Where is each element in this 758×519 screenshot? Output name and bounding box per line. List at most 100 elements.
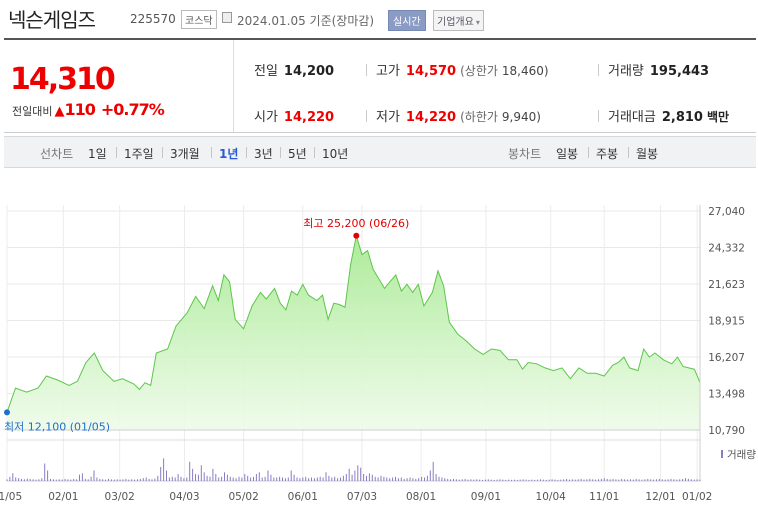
- volume-bar: [340, 477, 341, 481]
- x-tick-label: 08/01: [406, 491, 436, 503]
- volume-bar: [125, 478, 127, 481]
- x-tick-label: 05/02: [229, 491, 259, 503]
- lower-limit-label: (하한가: [460, 110, 498, 124]
- volume-bar: [93, 470, 95, 481]
- volume-bar: [647, 478, 649, 481]
- volume-bar: [99, 478, 101, 481]
- volume-bar: [47, 470, 49, 481]
- volume-bar: [545, 479, 547, 481]
- volume-bar: [334, 476, 336, 481]
- upper-limit-value: 18,460): [501, 64, 549, 78]
- volume-bar: [679, 479, 681, 482]
- volume-bar: [264, 476, 266, 481]
- volume-bar: [687, 478, 689, 481]
- realtime-button[interactable]: 실시간: [388, 10, 426, 31]
- volume-bar: [453, 478, 454, 481]
- volume-bar: [629, 479, 631, 482]
- date-info: 2024.01.05 기준(장마감): [237, 12, 374, 29]
- volume-bar: [632, 479, 634, 481]
- volume-bar: [168, 477, 170, 481]
- volume-bar: [534, 479, 536, 481]
- open-label: 시가: [254, 110, 278, 125]
- volume-bar: [421, 476, 423, 481]
- volume-bar: [110, 479, 112, 482]
- volume-bar: [470, 479, 472, 482]
- volume-bar: [360, 467, 362, 481]
- volume-bar: [308, 478, 310, 481]
- volume-bar: [244, 474, 246, 481]
- volume-bar: [273, 477, 275, 481]
- volume-bar: [232, 477, 234, 481]
- price-line: [6, 235, 701, 413]
- volume-bar: [595, 479, 597, 481]
- y-tick-label: 18,915: [708, 316, 745, 328]
- x-tick-label: 03/02: [105, 491, 135, 503]
- volume-bar: [157, 475, 159, 482]
- volume-bar: [656, 479, 657, 482]
- company-overview-button[interactable]: 기업개요 ▾: [433, 10, 484, 31]
- volume-bar: [386, 477, 388, 481]
- volume-bar: [450, 479, 452, 482]
- period-tab-1w[interactable]: 1주일: [124, 147, 154, 161]
- volume-bar: [9, 476, 11, 481]
- volume-bar: [122, 479, 124, 482]
- volume-bar: [200, 465, 202, 482]
- volume-bar: [673, 479, 675, 482]
- volume-value: 195,443: [649, 64, 710, 79]
- volume-bar: [377, 477, 379, 481]
- period-tab-1y[interactable]: 1년: [219, 147, 239, 161]
- volume-bar: [389, 478, 391, 481]
- low-value: 14,220: [405, 110, 457, 125]
- volume-bar: [513, 479, 515, 481]
- volume-bar: [490, 479, 492, 481]
- volume-bar: [667, 479, 669, 482]
- volume-bar: [621, 478, 623, 481]
- volume-bar: [139, 478, 141, 481]
- prev-close-label: 전일: [254, 64, 278, 79]
- prev-close-value: 14,200: [283, 64, 335, 79]
- volume-bar: [627, 479, 628, 481]
- change-row: 전일대비 ▲110 +0.77%: [12, 100, 165, 119]
- volume-bar: [38, 479, 40, 482]
- period-tab-1d[interactable]: 1일: [88, 147, 107, 161]
- volume-bar: [505, 479, 507, 481]
- volume-bar: [650, 479, 652, 482]
- period-tab-5y[interactable]: 5년: [288, 147, 307, 161]
- volume-bar: [537, 479, 539, 481]
- volume-bar: [21, 478, 22, 481]
- volume-bar: [302, 477, 304, 481]
- volume-bar: [142, 478, 144, 481]
- volume-bar: [58, 479, 60, 482]
- candle-tab-daily[interactable]: 일봉: [556, 147, 579, 161]
- volume-bar: [119, 479, 121, 481]
- period-tab-3m[interactable]: 3개월: [170, 147, 200, 161]
- volume-bar: [316, 477, 318, 481]
- trade-value: 2,810: [661, 110, 703, 125]
- trade-value-label: 거래대금: [608, 110, 656, 125]
- volume-bar: [151, 479, 153, 482]
- period-bar: 선차트 1일 1주일 3개월 1년 3년 5년 10년 봉차트 일봉 주봉 월봉: [4, 136, 756, 168]
- candle-tab-monthly[interactable]: 월봉: [636, 147, 659, 161]
- period-tab-10y[interactable]: 10년: [322, 147, 349, 161]
- volume-bar: [250, 477, 252, 481]
- volume-bar: [6, 479, 8, 482]
- change-label: 전일대비: [12, 105, 53, 118]
- volume-bar: [664, 479, 666, 481]
- x-tick-label: 01/05: [0, 491, 22, 503]
- volume-bar: [73, 478, 75, 481]
- y-tick-label: 21,623: [708, 279, 745, 291]
- volume-bar: [525, 479, 527, 481]
- separator: [366, 64, 367, 76]
- separator: [598, 110, 599, 122]
- volume-bar: [557, 479, 559, 481]
- volume-bar: [296, 477, 298, 481]
- candle-tab-weekly[interactable]: 주봉: [596, 147, 619, 161]
- volume-bar: [116, 479, 118, 482]
- period-tab-3y[interactable]: 3년: [254, 147, 273, 161]
- volume-bar: [26, 478, 28, 482]
- volume-bar: [113, 479, 115, 481]
- volume-bar: [615, 479, 617, 482]
- market-badge: 코스닥: [181, 10, 217, 29]
- volume-bar: [41, 478, 43, 481]
- volume-legend-swatch: [721, 450, 723, 458]
